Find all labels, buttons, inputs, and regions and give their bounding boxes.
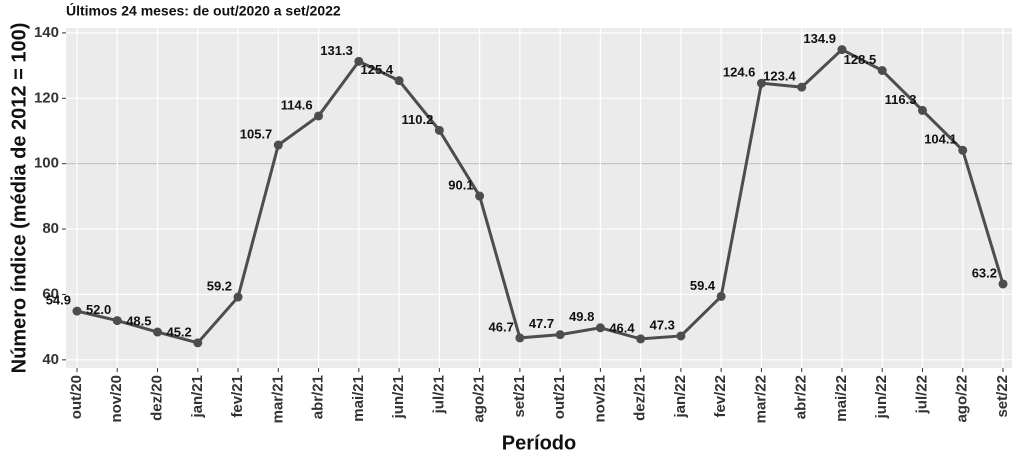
value-label: 49.8: [569, 309, 594, 324]
value-label: 105.7: [240, 126, 273, 141]
y-axis-title: Número índice (média de 2012 = 100): [8, 23, 30, 374]
value-label: 47.3: [650, 317, 675, 332]
x-tick-label: ago/21: [471, 375, 488, 423]
value-label: 48.5: [126, 313, 151, 328]
data-point: [958, 145, 968, 155]
value-label: 47.7: [529, 316, 554, 331]
x-tick-label: mai/21: [350, 375, 367, 422]
value-label: 124.6: [723, 65, 756, 80]
value-label: 123.4: [763, 69, 796, 84]
data-point: [555, 330, 565, 340]
data-point: [394, 76, 404, 86]
value-label: 45.2: [166, 324, 191, 339]
data-point: [636, 334, 646, 344]
x-tick-label: mar/22: [752, 375, 769, 423]
data-point: [917, 105, 927, 115]
value-label: 46.4: [609, 320, 635, 335]
data-point: [716, 291, 726, 301]
value-label: 125.4: [361, 62, 394, 77]
data-point: [877, 66, 887, 75]
value-label: 134.9: [803, 31, 836, 46]
x-tick-label: set/22: [994, 375, 1011, 418]
x-tick-label: jan/22: [672, 375, 689, 419]
x-tick-label: jun/21: [390, 375, 407, 419]
x-tick-label: set/21: [511, 375, 528, 418]
y-tick-label: 120: [34, 89, 59, 106]
x-tick-label: out/20: [68, 375, 85, 419]
y-tick-label: 140: [34, 24, 59, 41]
x-tick-label: fev/21: [229, 375, 246, 418]
y-tick-label: 80: [42, 220, 59, 237]
data-point: [434, 125, 444, 135]
value-label: 114.6: [281, 97, 313, 112]
value-label: 128.5: [844, 52, 877, 67]
data-point: [314, 111, 324, 121]
data-point: [475, 191, 485, 201]
value-label: 59.4: [690, 278, 716, 293]
value-label: 52.0: [86, 302, 111, 317]
data-point: [515, 333, 525, 343]
data-point: [676, 331, 686, 341]
x-tick-label: fev/22: [712, 375, 729, 418]
data-point: [112, 316, 122, 326]
y-tick-label: 60: [42, 285, 59, 302]
y-tick-label: 100: [34, 155, 59, 172]
x-tick-label: dez/20: [148, 375, 165, 421]
value-label: 110.2: [402, 112, 434, 127]
x-tick-label: jan/21: [189, 375, 206, 419]
data-point: [193, 338, 203, 348]
data-point: [233, 292, 243, 302]
data-point: [273, 140, 283, 150]
chart-title: Últimos 24 meses: de out/2020 a set/2022: [66, 2, 341, 19]
data-point: [998, 279, 1008, 289]
value-label: 63.2: [972, 265, 997, 280]
data-point: [595, 323, 605, 333]
value-label: 131.3: [320, 43, 353, 58]
x-tick-label: ago/22: [954, 375, 971, 423]
value-label: 54.9: [46, 293, 71, 308]
data-point: [837, 45, 847, 55]
x-tick-label: jul/21: [430, 375, 447, 414]
x-tick-label: abr/21: [310, 375, 327, 419]
x-tick-label: jul/22: [913, 375, 930, 414]
x-tick-label: nov/20: [108, 375, 125, 423]
y-tick-label: 40: [42, 351, 59, 368]
value-label: 116.3: [885, 92, 917, 107]
x-tick-label: dez/21: [632, 375, 649, 421]
data-point: [72, 306, 82, 316]
x-tick-label: out/21: [551, 375, 568, 419]
x-tick-label: nov/21: [591, 375, 608, 423]
data-point: [354, 56, 364, 66]
data-point: [797, 82, 807, 92]
value-label: 90.1: [448, 177, 473, 192]
x-axis-title: Período: [502, 432, 576, 454]
series-line: [76, 47, 1005, 345]
x-tick-label: jun/22: [873, 375, 890, 419]
x-tick-label: mai/22: [833, 375, 850, 422]
x-tick-label: mar/21: [269, 375, 286, 423]
value-label: 59.2: [207, 278, 232, 293]
data-point: [756, 78, 766, 88]
data-point: [153, 327, 163, 337]
value-label: 104.1: [924, 132, 957, 147]
x-tick-label: abr/22: [793, 375, 810, 419]
value-label: 46.7: [489, 319, 514, 334]
